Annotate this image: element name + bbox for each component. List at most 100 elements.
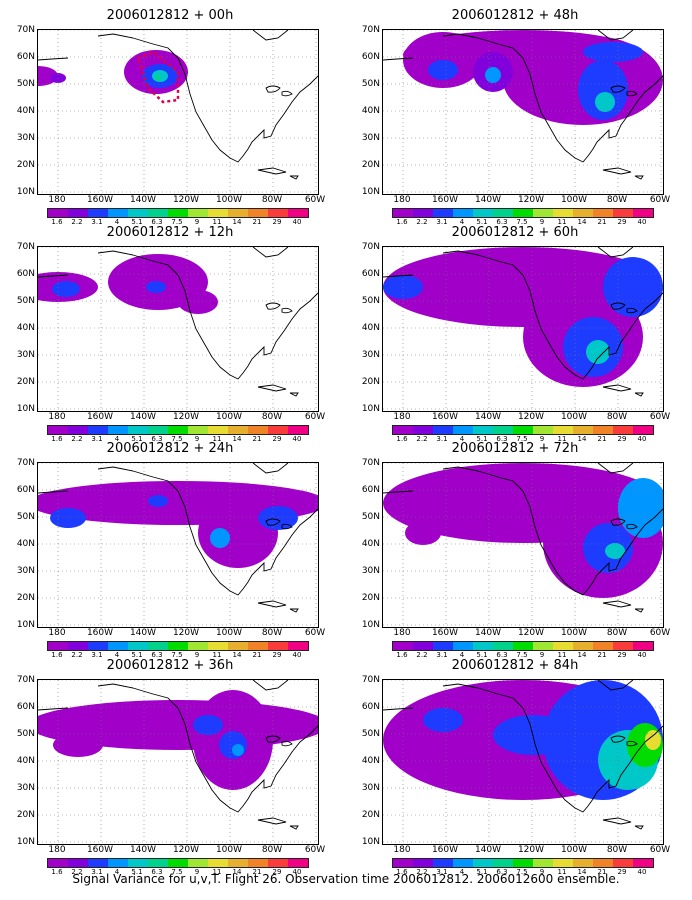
latitude-label: 10N: [361, 404, 380, 414]
colorbar-swatch: [573, 209, 593, 217]
colorbar-label: 14: [232, 868, 242, 876]
variance-contour: [178, 290, 218, 314]
colorbar-label: 29: [617, 651, 627, 659]
panel-title: 2006012812 + 72h: [451, 441, 579, 456]
colorbar-label: 1.6: [396, 435, 408, 443]
variance-contour: [219, 731, 247, 759]
colorbar-label: 1.6: [51, 435, 63, 443]
variance-contour: [578, 60, 628, 120]
colorbar-label: 1.6: [51, 868, 63, 876]
colorbar-swatch: [573, 426, 593, 434]
colorbar-swatch: [68, 209, 88, 217]
latitude-label: 30N: [16, 350, 35, 360]
signal-variance-map: [383, 463, 663, 627]
signal-variance-map: [38, 30, 318, 194]
colorbar-swatch: [613, 426, 633, 434]
variance-contour: [586, 340, 610, 364]
colorbar-swatch: [228, 859, 248, 867]
longitude-label: 140W: [474, 412, 502, 422]
colorbar: [392, 641, 654, 651]
coastline: [383, 466, 479, 494]
latitude-label: 20N: [361, 160, 380, 170]
longitude-label: 160W: [431, 412, 459, 422]
coastline: [38, 683, 134, 711]
colorbar-swatch: [188, 426, 208, 434]
colorbar-swatch: [573, 859, 593, 867]
latitude-label: 40N: [16, 106, 35, 116]
latitude-label: 70N: [361, 25, 380, 35]
colorbar-swatch: [148, 426, 168, 434]
colorbar-swatch: [248, 209, 268, 217]
colorbar-swatch: [248, 426, 268, 434]
variance-contour: [603, 257, 663, 317]
longitude-label: 60W: [649, 628, 671, 638]
colorbar-label: 2.2: [416, 435, 428, 443]
latitude-label: 10N: [361, 620, 380, 630]
latitude-label: 10N: [361, 837, 380, 847]
colorbar-label: 6.3: [496, 868, 508, 876]
longitude-label: 160W: [86, 195, 114, 205]
coastline: [252, 680, 289, 691]
colorbar-swatch: [188, 209, 208, 217]
longitude-label: 180: [393, 845, 411, 855]
latitude-label: 50N: [361, 296, 380, 306]
colorbar-swatch: [553, 642, 573, 650]
colorbar-label: 40: [292, 435, 302, 443]
colorbar-label: 29: [272, 868, 282, 876]
coastline: [265, 302, 293, 314]
colorbar-label: 21: [597, 218, 607, 226]
longitude-label: 120W: [517, 845, 545, 855]
variance-contour: [198, 498, 278, 568]
panel-title: 2006012812 + 12h: [106, 225, 234, 240]
latitude-label: 50N: [16, 296, 35, 306]
colorbar-label: 9: [194, 868, 200, 876]
coastline: [610, 302, 638, 314]
colorbar-label: 40: [292, 218, 302, 226]
latitude-label: 20N: [16, 377, 35, 387]
variance-contour: [405, 521, 441, 545]
colorbar-label: 7.5: [516, 868, 528, 876]
latitude-label: 60N: [361, 702, 380, 712]
colorbar: [47, 641, 309, 651]
longitude-label: 140W: [129, 412, 157, 422]
signal-variance-map: [38, 463, 318, 627]
longitude-label: 100W: [215, 628, 243, 638]
latitude-label: 50N: [16, 79, 35, 89]
colorbar-swatch: [168, 426, 188, 434]
colorbar-swatch: [208, 426, 228, 434]
colorbar-swatch: [88, 859, 108, 867]
colorbar-label: 7.5: [171, 868, 183, 876]
colorbar-swatch: [288, 642, 308, 650]
colorbar-swatch: [48, 859, 68, 867]
colorbar-label: 40: [637, 435, 647, 443]
colorbar-swatch: [393, 209, 413, 217]
colorbar-label: 3.1: [91, 651, 103, 659]
latitude-label: 30N: [16, 133, 35, 143]
colorbar-swatch: [593, 426, 613, 434]
colorbar-swatch: [513, 642, 533, 650]
variance-contour: [605, 543, 625, 559]
colorbar-label: 6.3: [496, 435, 508, 443]
signal-variance-map: [383, 30, 663, 194]
colorbar-swatch: [148, 642, 168, 650]
colorbar-label: 11: [557, 435, 567, 443]
colorbar-label: 6.3: [151, 435, 163, 443]
colorbar-swatch: [268, 642, 288, 650]
coastline: [602, 384, 644, 397]
colorbar-label: 2.2: [416, 651, 428, 659]
longitude-label: 80W: [261, 628, 283, 638]
colorbar-swatch: [288, 426, 308, 434]
colorbar-swatch: [48, 426, 68, 434]
longitude-label: 80W: [261, 845, 283, 855]
latitude-label: 50N: [361, 79, 380, 89]
latitude-label: 10N: [16, 187, 35, 197]
variance-contour: [485, 67, 501, 83]
coastline: [610, 735, 638, 747]
coastline: [265, 518, 293, 530]
map-panel: 2006012812 + 84h 70N 60N 50N 40N 30N 20N 10N 180…: [350, 658, 680, 876]
coastline: [38, 33, 134, 61]
latitude-label: 60N: [361, 269, 380, 279]
longitude-label: 120W: [172, 845, 200, 855]
colorbar-swatch: [533, 209, 553, 217]
variance-contour: [210, 528, 230, 548]
